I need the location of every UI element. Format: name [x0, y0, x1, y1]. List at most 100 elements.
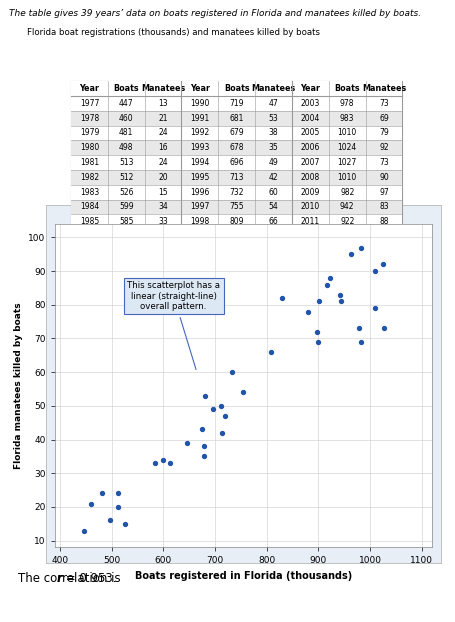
Text: 82: 82 — [269, 232, 278, 241]
Text: 47: 47 — [268, 99, 278, 108]
Text: 79: 79 — [379, 129, 389, 137]
Text: 944: 944 — [229, 262, 244, 271]
Text: 97: 97 — [379, 188, 389, 197]
Text: 1989: 1989 — [80, 276, 99, 285]
Text: 1977: 1977 — [80, 99, 99, 108]
Text: 1998: 1998 — [190, 217, 209, 226]
Text: 481: 481 — [119, 129, 133, 137]
Text: 2005: 2005 — [301, 129, 320, 137]
Text: 2014: 2014 — [301, 262, 320, 271]
Point — [337, 290, 344, 300]
Point — [152, 458, 159, 468]
Text: 49: 49 — [268, 158, 278, 167]
Point — [313, 327, 320, 337]
Text: 713: 713 — [229, 173, 244, 182]
Point — [121, 519, 129, 529]
Text: 53: 53 — [268, 114, 278, 123]
Text: 1999: 1999 — [190, 232, 210, 241]
Text: The correlation is: The correlation is — [18, 572, 125, 585]
Text: 1981: 1981 — [80, 158, 99, 167]
Text: Year: Year — [300, 84, 320, 93]
Text: 2015: 2015 — [301, 276, 320, 285]
Text: 33: 33 — [158, 217, 168, 226]
Text: 69: 69 — [379, 114, 389, 123]
Point — [167, 458, 174, 468]
Point — [202, 391, 209, 401]
Text: 2009: 2009 — [301, 188, 320, 197]
Text: 24: 24 — [158, 158, 168, 167]
Text: 513: 513 — [119, 158, 133, 167]
Text: 72: 72 — [379, 247, 389, 256]
Text: 897: 897 — [340, 247, 354, 256]
Point — [114, 502, 121, 512]
Bar — [71, 229, 402, 244]
Point — [221, 411, 228, 421]
Text: Year: Year — [79, 84, 99, 93]
Text: 1990: 1990 — [190, 99, 210, 108]
Text: 78: 78 — [269, 247, 278, 256]
Text: 978: 978 — [340, 99, 354, 108]
Text: 2001: 2001 — [190, 262, 209, 271]
Text: 1996: 1996 — [190, 188, 210, 197]
Text: 16: 16 — [158, 143, 168, 152]
Text: 21: 21 — [158, 114, 168, 123]
Text: 95: 95 — [268, 276, 278, 285]
Point — [316, 297, 323, 307]
Text: 1997: 1997 — [190, 202, 210, 211]
Text: 719: 719 — [229, 99, 244, 108]
Text: 679: 679 — [229, 129, 244, 137]
Text: 880: 880 — [229, 247, 244, 256]
Text: 1987: 1987 — [80, 247, 99, 256]
Text: 1992: 1992 — [190, 129, 209, 137]
Text: 1979: 1979 — [80, 129, 99, 137]
Text: 1994: 1994 — [190, 158, 210, 167]
Text: 460: 460 — [119, 114, 133, 123]
Bar — [71, 111, 402, 126]
Point — [87, 499, 95, 509]
Text: 13: 13 — [158, 99, 168, 108]
Text: 43: 43 — [158, 262, 168, 271]
Text: 678: 678 — [229, 143, 244, 152]
Text: 60: 60 — [268, 188, 278, 197]
Text: 2012: 2012 — [301, 232, 320, 241]
Bar — [71, 215, 402, 229]
Text: 15: 15 — [158, 188, 168, 197]
Text: 696: 696 — [229, 158, 244, 167]
Point — [357, 243, 364, 253]
Point — [209, 404, 217, 414]
Text: 983: 983 — [340, 114, 354, 123]
Text: The scatterplot shows a strong linear relationship.: The scatterplot shows a strong linear re… — [75, 312, 412, 325]
Text: 2008: 2008 — [301, 173, 320, 182]
Point — [201, 442, 208, 452]
Text: 35: 35 — [268, 143, 278, 152]
Text: Boats: Boats — [224, 84, 249, 93]
Text: 50: 50 — [158, 276, 168, 285]
Text: 88: 88 — [379, 217, 389, 226]
Text: 902: 902 — [340, 232, 354, 241]
Point — [372, 266, 379, 276]
Text: 86: 86 — [379, 276, 389, 285]
Text: 942: 942 — [340, 202, 354, 211]
Point — [358, 337, 365, 347]
Text: 1985: 1985 — [80, 217, 99, 226]
Text: 916: 916 — [340, 276, 354, 285]
Bar — [71, 274, 402, 289]
Bar — [71, 126, 402, 141]
Text: 90: 90 — [379, 173, 389, 182]
Bar — [71, 244, 402, 259]
Text: 512: 512 — [119, 173, 133, 182]
Point — [347, 249, 354, 259]
Text: Manatees: Manatees — [252, 84, 296, 93]
Text: 20: 20 — [158, 173, 168, 182]
Bar — [71, 155, 402, 170]
Text: 922: 922 — [340, 217, 354, 226]
Text: 1024: 1024 — [338, 143, 357, 152]
Point — [159, 455, 167, 465]
Point — [198, 424, 206, 434]
Text: 675: 675 — [119, 262, 133, 271]
Point — [338, 297, 345, 307]
Text: 2004: 2004 — [301, 114, 320, 123]
Bar — [71, 96, 402, 111]
Point — [115, 488, 122, 498]
Point — [218, 428, 225, 438]
